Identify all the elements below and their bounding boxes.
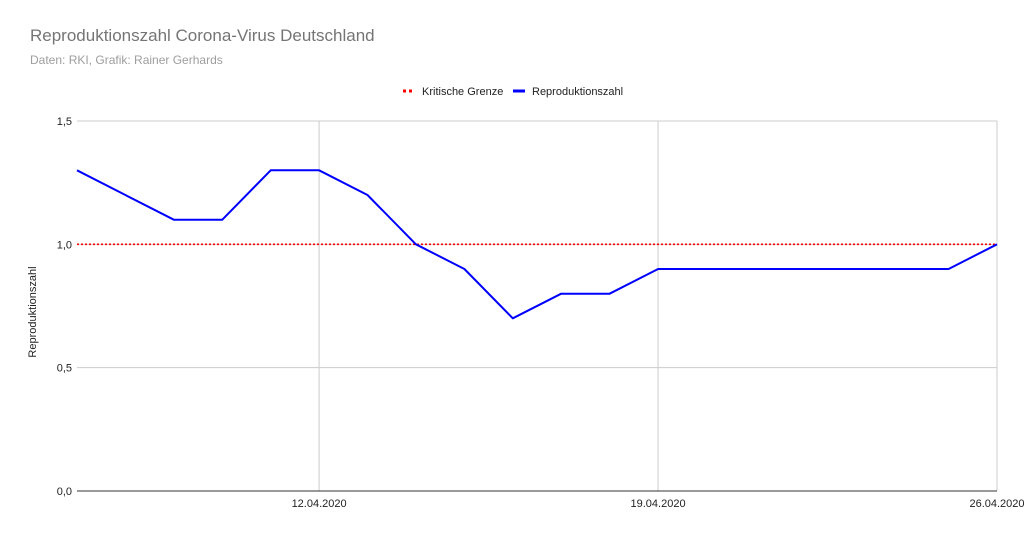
legend: Kritische Grenze Reproduktionszahl xyxy=(403,86,623,98)
y-tick-label: 0,5 xyxy=(57,363,72,375)
y-tick-label: 1,0 xyxy=(57,239,72,251)
chart-title: Reproduktionszahl Corona-Virus Deutschla… xyxy=(30,26,375,45)
y-tick-label: 1,5 xyxy=(57,116,72,128)
series-group xyxy=(76,169,998,320)
y-tick-label: 0,0 xyxy=(57,486,72,498)
x-tick-label: 12.04.2020 xyxy=(292,498,347,510)
x-tick-label: 19.04.2020 xyxy=(631,498,686,510)
axes: 0,0 0,5 1,0 1,5 12.04.2020 19.04.2020 26.04.20… xyxy=(57,116,1024,510)
x-tick-label: 26.04.2020 xyxy=(969,498,1024,510)
series-line-reproduktionszahl xyxy=(76,169,998,320)
legend-label-reproduktionszahl: Reproduktionszahl xyxy=(532,86,623,98)
y-axis-title: Reproduktionszahl xyxy=(27,266,39,357)
chart-subtitle: Daten: RKI, Grafik: Rainer Gerhards xyxy=(30,53,223,67)
legend-label-kritische-grenze: Kritische Grenze xyxy=(422,86,503,98)
